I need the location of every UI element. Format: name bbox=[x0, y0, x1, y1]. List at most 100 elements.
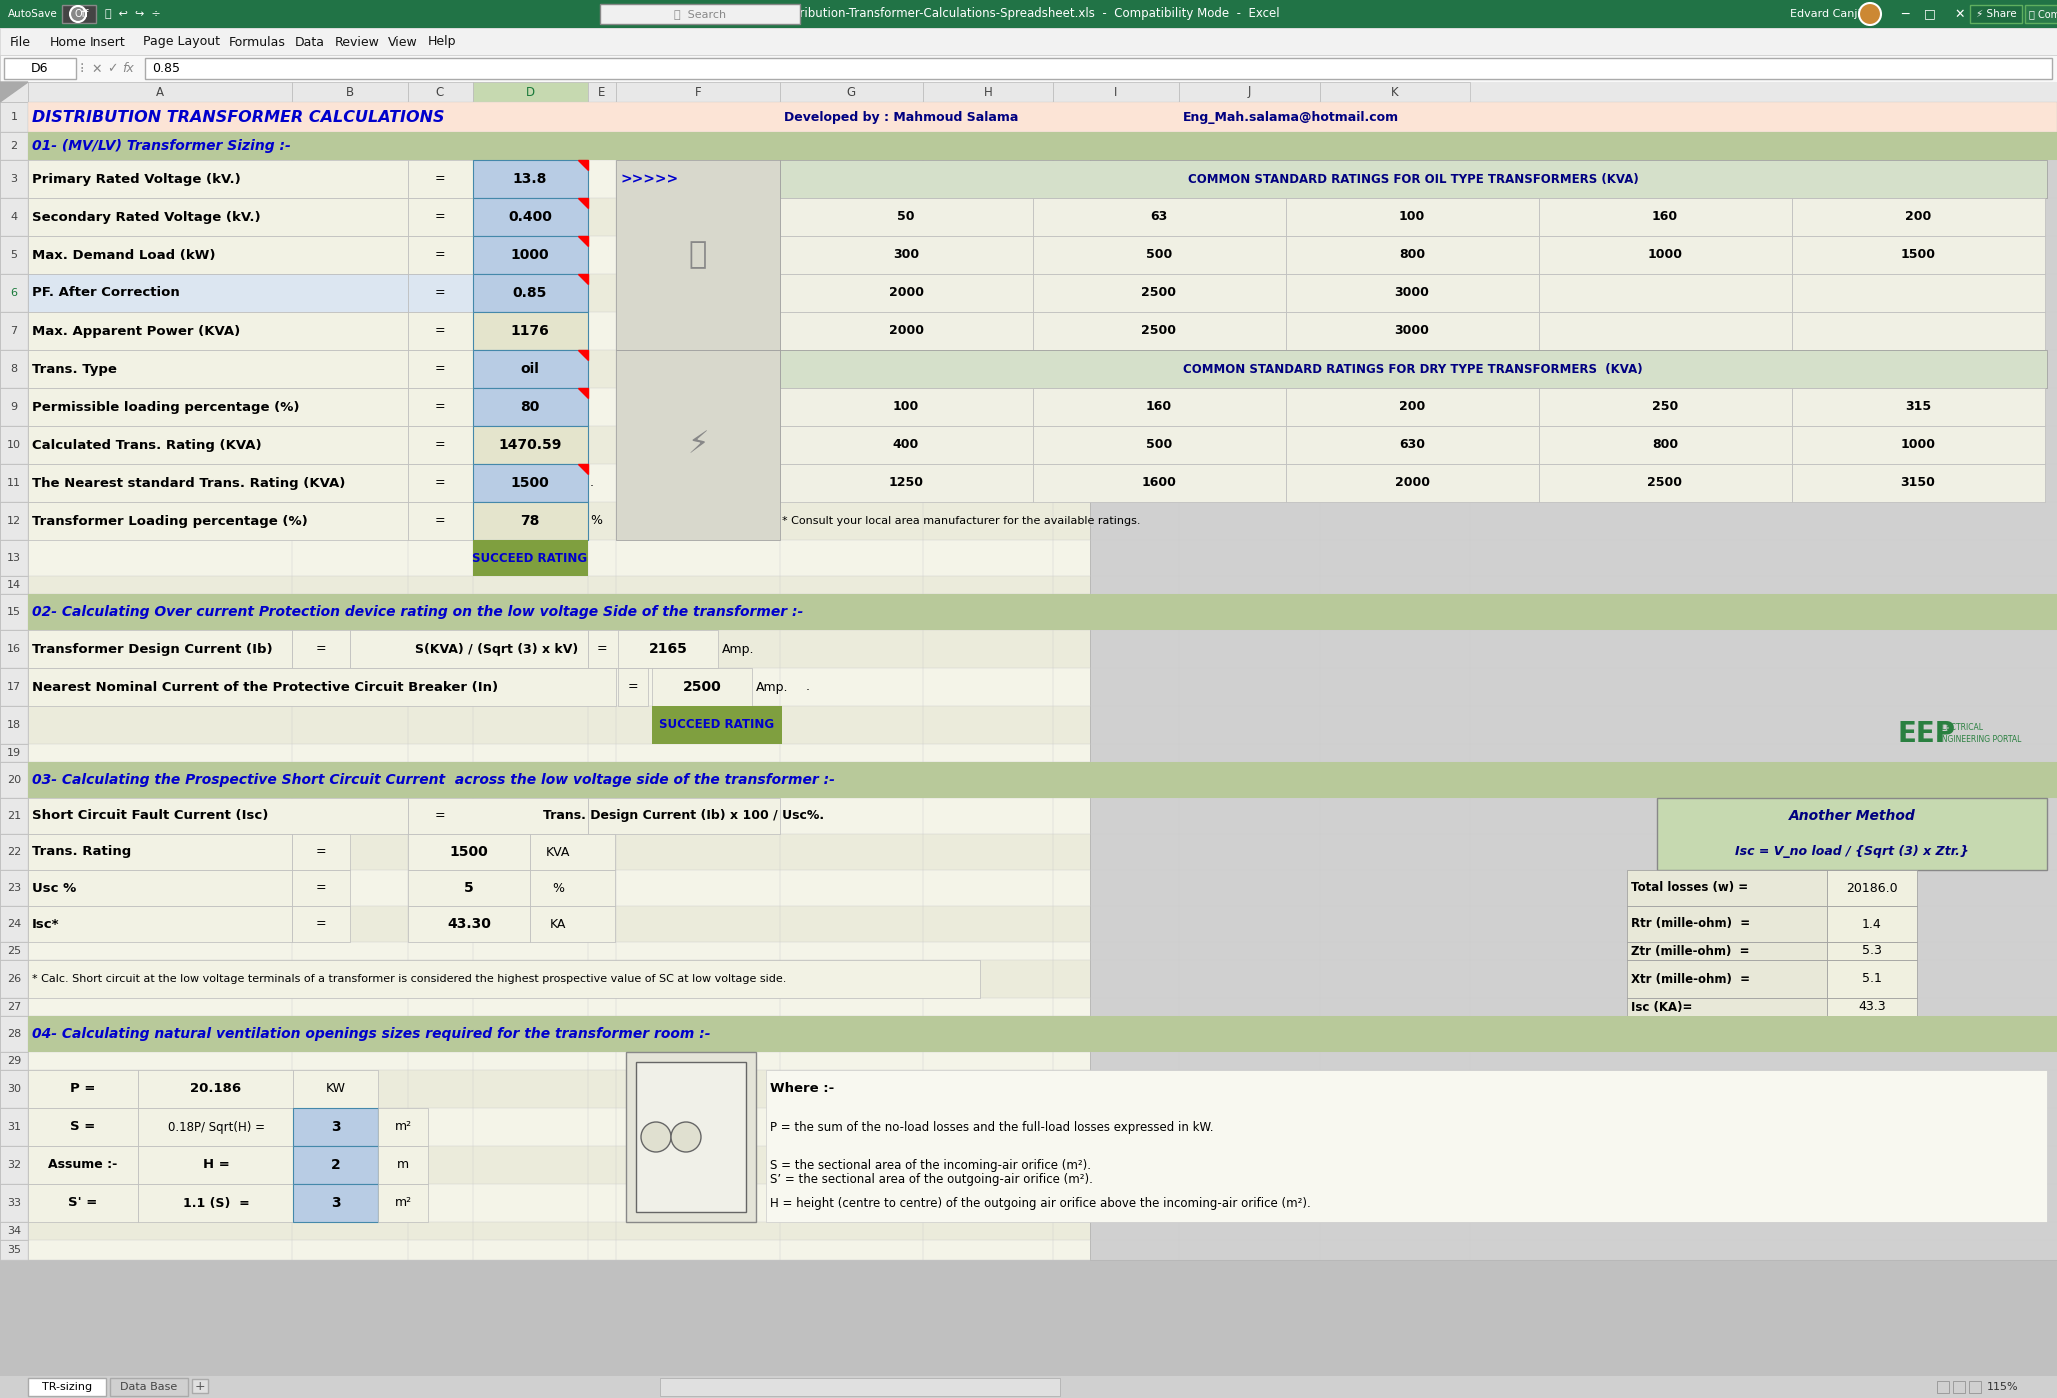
Bar bbox=[652, 668, 753, 706]
Bar bbox=[29, 594, 2057, 630]
Text: 01- (MV/LV) Transformer Sizing :-: 01- (MV/LV) Transformer Sizing :- bbox=[33, 138, 290, 152]
Text: 3: 3 bbox=[10, 173, 19, 185]
Text: P = the sum of the no-load losses and the full-load losses expressed in kW.: P = the sum of the no-load losses and th… bbox=[769, 1121, 1214, 1134]
Text: 1176: 1176 bbox=[510, 324, 549, 338]
Bar bbox=[0, 102, 29, 131]
Text: S’ = the sectional area of the outgoing-air orifice (m²).: S’ = the sectional area of the outgoing-… bbox=[769, 1173, 1092, 1186]
Bar bbox=[588, 630, 671, 668]
Bar bbox=[0, 762, 29, 798]
Text: 1.4: 1.4 bbox=[1862, 917, 1882, 931]
Text: H: H bbox=[983, 85, 991, 98]
Text: 26: 26 bbox=[6, 974, 21, 984]
Text: TR-sizing: TR-sizing bbox=[41, 1383, 93, 1392]
Text: Another Method: Another Method bbox=[1790, 809, 1915, 823]
Bar bbox=[29, 350, 407, 389]
Text: I: I bbox=[1115, 85, 1117, 98]
Text: AutoSave: AutoSave bbox=[8, 8, 58, 20]
Text: PF. After Correction: PF. After Correction bbox=[33, 287, 179, 299]
Bar bbox=[29, 426, 407, 464]
Text: 💬 Comments: 💬 Comments bbox=[2028, 8, 2057, 20]
Text: 3000: 3000 bbox=[1395, 287, 1430, 299]
Text: 3150: 3150 bbox=[1901, 477, 1936, 489]
Text: Primary Rated Voltage (kV.): Primary Rated Voltage (kV.) bbox=[33, 172, 241, 186]
Bar bbox=[0, 835, 29, 870]
Text: S =: S = bbox=[70, 1121, 95, 1134]
Bar bbox=[0, 199, 29, 236]
Bar bbox=[1792, 464, 2045, 502]
Bar bbox=[29, 274, 2057, 312]
Text: =: = bbox=[434, 324, 444, 337]
Text: Distribution-Transformer-Calculations-Spreadsheet.xls  -  Compatibility Mode  - : Distribution-Transformer-Calculations-Sp… bbox=[775, 7, 1279, 21]
Bar bbox=[615, 350, 780, 540]
Text: 3: 3 bbox=[331, 1197, 341, 1211]
Bar bbox=[0, 159, 29, 199]
Text: 6: 6 bbox=[10, 288, 19, 298]
Bar bbox=[1969, 1381, 1981, 1392]
Bar bbox=[29, 835, 292, 870]
Text: 🔍  Search: 🔍 Search bbox=[675, 8, 726, 20]
Text: 500: 500 bbox=[1146, 249, 1172, 261]
Bar bbox=[780, 464, 1033, 502]
Text: 2: 2 bbox=[331, 1158, 341, 1172]
Bar bbox=[29, 668, 615, 706]
Text: 1.1 (S)  =: 1.1 (S) = bbox=[183, 1197, 249, 1209]
Text: Trans. Type: Trans. Type bbox=[33, 362, 117, 376]
Text: 0.85: 0.85 bbox=[512, 287, 547, 301]
Bar bbox=[292, 835, 350, 870]
Bar bbox=[1539, 464, 1792, 502]
Text: m: m bbox=[397, 1159, 409, 1172]
Bar bbox=[0, 28, 2057, 55]
Bar bbox=[1539, 389, 1792, 426]
Text: .: . bbox=[806, 681, 810, 693]
Bar bbox=[1792, 312, 2045, 350]
Bar bbox=[1090, 102, 2057, 1260]
Bar bbox=[378, 1184, 428, 1222]
Text: ELECTRICAL: ELECTRICAL bbox=[1938, 724, 1983, 733]
Bar bbox=[0, 1069, 29, 1109]
Bar bbox=[0, 131, 29, 159]
Bar bbox=[0, 1240, 29, 1260]
Text: 2500: 2500 bbox=[1142, 324, 1177, 337]
Bar bbox=[407, 835, 531, 870]
Bar bbox=[29, 798, 2057, 835]
Text: COMMON STANDARD RATINGS FOR OIL TYPE TRANSFORMERS (KVA): COMMON STANDARD RATINGS FOR OIL TYPE TRA… bbox=[1187, 172, 1637, 186]
Text: □: □ bbox=[1923, 7, 1936, 21]
Text: 27: 27 bbox=[6, 1002, 21, 1012]
Bar bbox=[0, 312, 29, 350]
Text: 1600: 1600 bbox=[1142, 477, 1177, 489]
Bar bbox=[1033, 312, 1286, 350]
Text: 24: 24 bbox=[6, 918, 21, 930]
Text: 1250: 1250 bbox=[889, 477, 924, 489]
Text: S(KVA) / (Sqrt (3) x kV): S(KVA) / (Sqrt (3) x kV) bbox=[416, 643, 578, 656]
Bar bbox=[1952, 1381, 1964, 1392]
Text: 43.30: 43.30 bbox=[446, 917, 492, 931]
Text: ⁝: ⁝ bbox=[80, 62, 84, 75]
Bar bbox=[1033, 464, 1286, 502]
Bar bbox=[0, 870, 29, 906]
Polygon shape bbox=[578, 159, 588, 171]
Bar bbox=[29, 1109, 138, 1146]
Bar bbox=[29, 798, 407, 835]
Bar bbox=[29, 131, 2057, 159]
Bar bbox=[1539, 274, 1792, 312]
Bar bbox=[292, 82, 407, 102]
Bar bbox=[29, 1222, 2057, 1240]
Bar bbox=[29, 762, 2057, 798]
Bar bbox=[0, 576, 29, 594]
Text: 2000: 2000 bbox=[889, 324, 924, 337]
Text: =: = bbox=[434, 400, 444, 414]
Bar bbox=[29, 1184, 2057, 1222]
Bar bbox=[29, 906, 2057, 942]
Text: 🔧: 🔧 bbox=[689, 240, 708, 270]
Bar bbox=[473, 159, 588, 199]
Bar bbox=[1627, 960, 1827, 998]
Text: 115%: 115% bbox=[1987, 1383, 2018, 1392]
Text: 2: 2 bbox=[10, 141, 19, 151]
Text: >>>>>: >>>>> bbox=[619, 172, 679, 186]
Text: 02- Calculating Over current Protection device rating on the low voltage Side of: 02- Calculating Over current Protection … bbox=[33, 605, 802, 619]
Bar bbox=[292, 1146, 378, 1184]
Bar bbox=[0, 274, 29, 312]
Bar bbox=[473, 350, 588, 389]
Text: J: J bbox=[1247, 85, 1251, 98]
Bar bbox=[378, 1146, 428, 1184]
